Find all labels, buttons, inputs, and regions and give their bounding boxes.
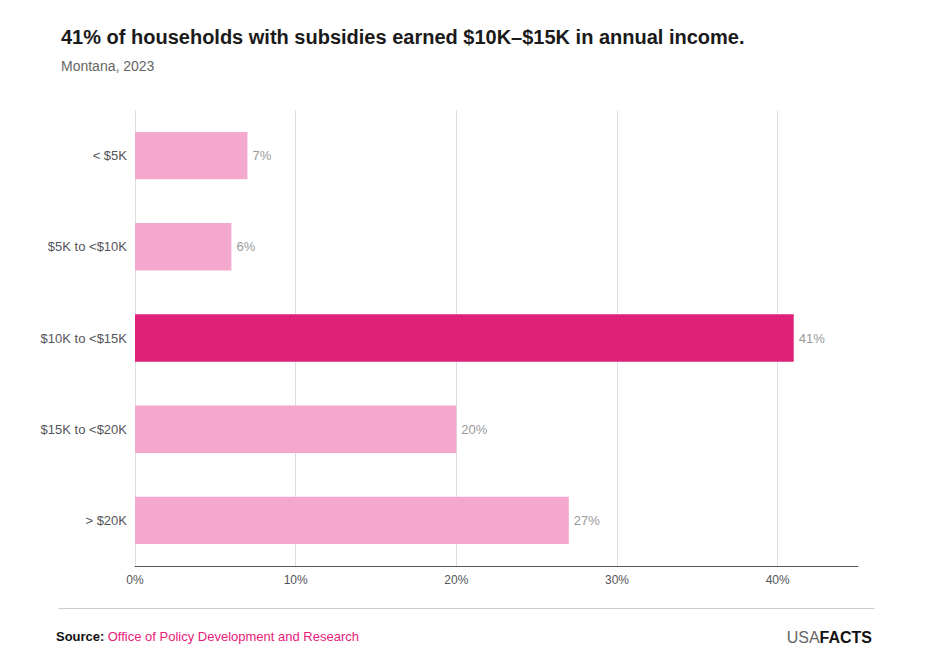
svg-text:20%: 20%: [461, 422, 487, 437]
svg-text:$15K to <$20K: $15K to <$20K: [41, 422, 128, 437]
svg-text:10%: 10%: [284, 573, 308, 587]
svg-text:Office of Policy Development a: Office of Policy Development and Researc…: [108, 629, 359, 644]
svg-text:$5K to <$10K: $5K to <$10K: [48, 239, 127, 254]
svg-text:> $20K: > $20K: [85, 513, 127, 528]
svg-text:7%: 7%: [252, 148, 271, 163]
svg-text:$10K to <$15K: $10K to <$15K: [41, 331, 128, 346]
svg-text:Montana, 2023: Montana, 2023: [61, 58, 155, 74]
svg-text:20%: 20%: [444, 573, 468, 587]
svg-text:USA: USA: [787, 629, 820, 646]
svg-text:6%: 6%: [236, 239, 255, 254]
svg-text:30%: 30%: [605, 573, 629, 587]
svg-text:40%: 40%: [766, 573, 790, 587]
svg-text:Source:: Source:: [56, 629, 104, 644]
svg-text:0%: 0%: [126, 573, 144, 587]
svg-text:< $5K: < $5K: [93, 148, 128, 163]
svg-text:27%: 27%: [574, 513, 600, 528]
svg-text:FACTS: FACTS: [820, 629, 873, 646]
svg-text:41% of households with subsidi: 41% of households with subsidies earned …: [61, 26, 745, 48]
svg-text:41%: 41%: [799, 331, 825, 346]
